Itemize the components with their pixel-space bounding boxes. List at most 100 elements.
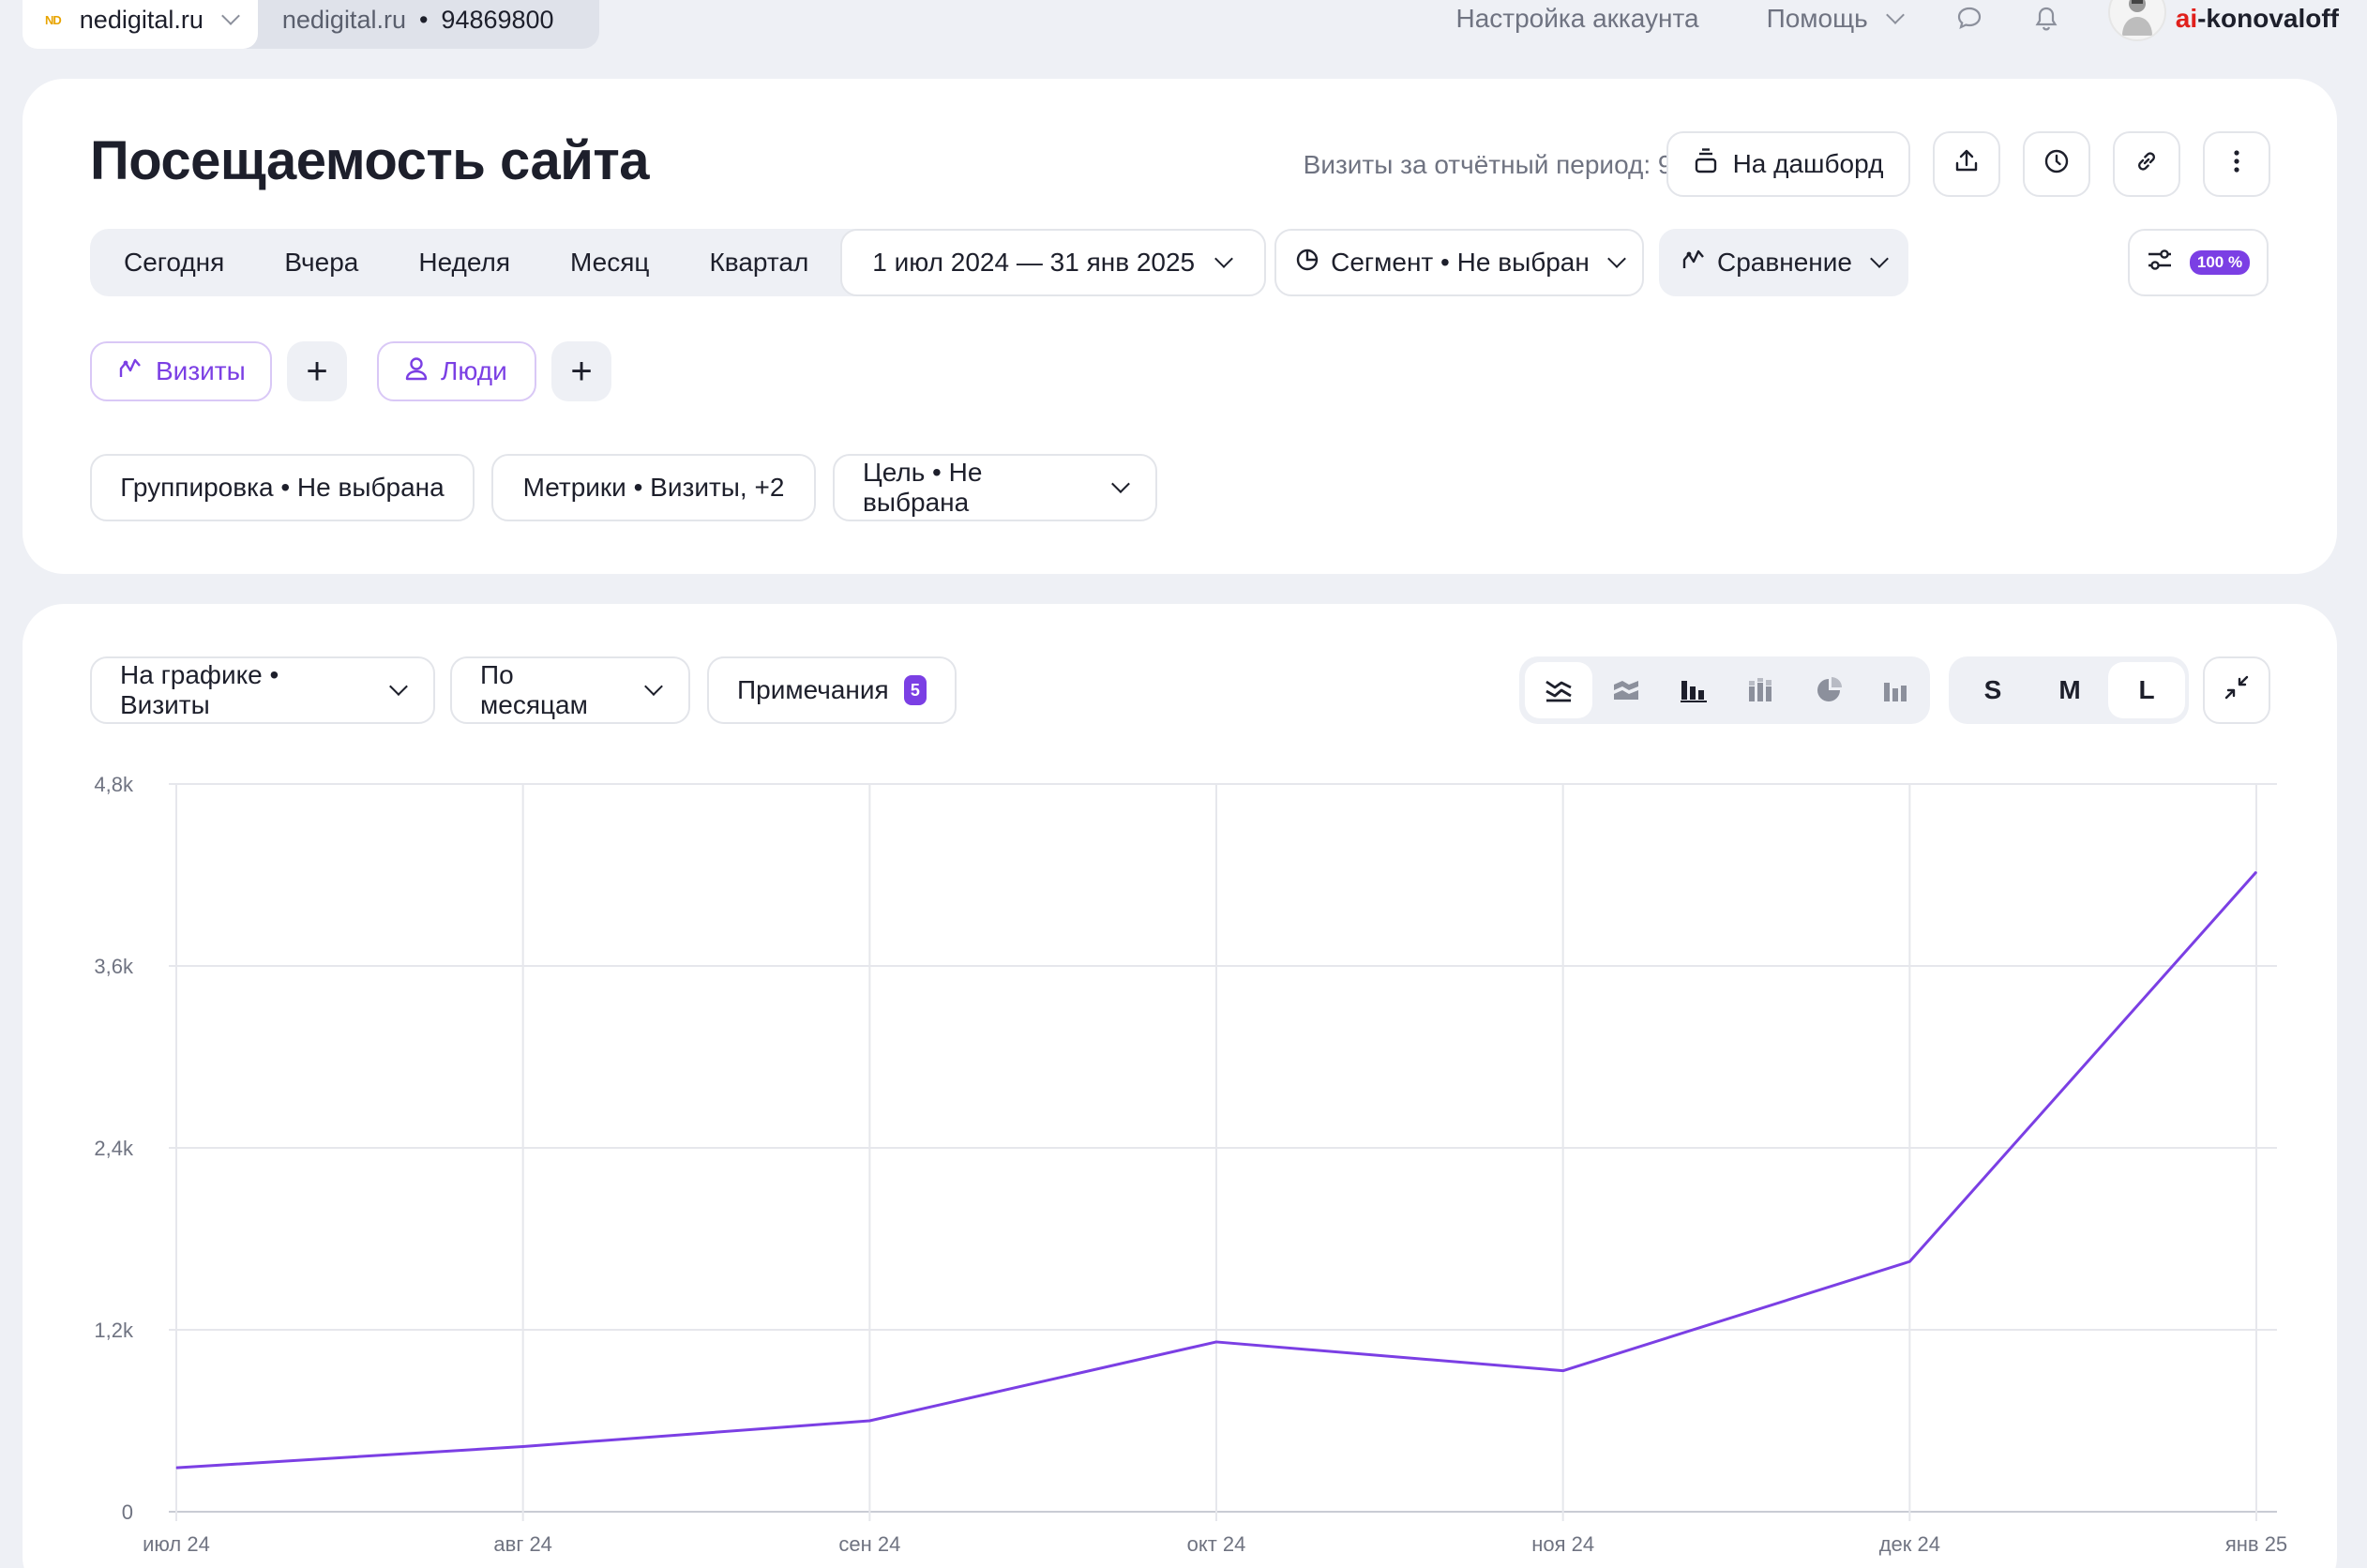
x-tick-label: янв 25 — [2225, 1532, 2287, 1556]
help-label: Помощь — [1766, 4, 1868, 33]
goal-filter-label: Цель • Не выбрана — [863, 458, 983, 517]
groupby-dropdown[interactable]: По месяцам — [450, 656, 690, 724]
x-tick-label: ноя 24 — [1531, 1532, 1594, 1556]
chart-card: На графике • Визиты По месяцам Примечани… — [23, 604, 2337, 1568]
y-tick-label: 0 — [122, 1500, 133, 1524]
person-icon — [405, 356, 428, 387]
date-range-label: 1 июл 2024 — 31 янв 2025 — [872, 248, 1196, 277]
visits-line-chart[interactable]: 0 1,2k 2,4k 3,6k 4,8k июл 24 авг 24 сен 24 окт 2… — [23, 604, 2337, 1568]
counter-selector[interactable]: nedigital.ru • 94869800 — [238, 0, 599, 49]
x-tick-label: авг 24 — [493, 1532, 552, 1556]
metrics-filter[interactable]: Метрики • Визиты, +2 — [491, 454, 816, 521]
line-chart-icon[interactable] — [1525, 662, 1592, 718]
sliders-icon — [2147, 248, 2173, 279]
compare-icon — [1681, 248, 1706, 279]
segment-button[interactable]: Сегмент • Не выбран — [1274, 229, 1644, 296]
counter-site: nedigital.ru — [281, 5, 406, 34]
copy-link-button[interactable] — [2113, 131, 2180, 197]
data-point — [1215, 1341, 1217, 1343]
chart-series-dropdown[interactable]: На графике • Визиты — [90, 656, 435, 724]
bar-chart-icon[interactable] — [1660, 662, 1727, 718]
chevron-down-icon — [1606, 249, 1626, 268]
period-month[interactable]: Месяц — [570, 248, 650, 277]
people-chip[interactable]: Люди — [377, 341, 536, 401]
period-week[interactable]: Неделя — [418, 248, 511, 277]
data-point — [1562, 1370, 1564, 1372]
chart-type-selector — [1519, 656, 1930, 724]
account-settings-link[interactable]: Настройка аккаунта — [1455, 4, 1699, 33]
clock-icon — [2043, 148, 2070, 181]
data-point — [2255, 871, 2257, 873]
add-people-segment-button[interactable]: + — [551, 341, 611, 401]
top-bar: ND nedigital.ru nedigital.ru • 94869800 … — [0, 0, 2367, 53]
size-s-button[interactable]: S — [1983, 675, 2002, 704]
collapse-button[interactable] — [2203, 656, 2270, 724]
grouping-filter[interactable]: Группировка • Не выбрана — [90, 454, 475, 521]
export-button[interactable] — [1933, 131, 2000, 197]
x-tick-label: июл 24 — [143, 1532, 210, 1556]
people-chip-label: Люди — [441, 356, 507, 385]
date-range-picker[interactable]: 1 июл 2024 — 31 янв 2025 — [840, 229, 1267, 296]
data-point — [1908, 1260, 1910, 1262]
chevron-down-icon — [1870, 249, 1889, 268]
size-l-button[interactable]: L — [2108, 662, 2185, 718]
visits-icon — [118, 356, 143, 387]
dashboard-icon — [1694, 147, 1718, 181]
x-tick-label: сен 24 — [838, 1532, 900, 1556]
top-navigation: Настройка аккаунта Помощь ai-konovaloff — [1455, 0, 2339, 41]
report-header-card: Посещаемость сайта Визиты за отчётный пе… — [23, 79, 2337, 574]
groupby-label: По месяцам — [480, 660, 588, 719]
chart-series-label: На графике • Визиты — [120, 660, 279, 719]
chevron-down-icon — [1885, 6, 1905, 24]
site-name: nedigital.ru — [79, 5, 204, 34]
sampling-button[interactable]: 100 % — [2128, 229, 2269, 296]
username-first: ai — [2175, 4, 2198, 33]
grouping-filter-label: Группировка • Не выбрана — [120, 473, 445, 502]
metrics-filter-label: Метрики • Визиты, +2 — [522, 473, 785, 502]
goal-filter[interactable]: Цель • Не выбрана — [833, 454, 1157, 521]
chevron-down-icon — [1214, 249, 1234, 268]
site-tabs: ND nedigital.ru nedigital.ru • 94869800 — [23, 0, 599, 49]
stacked-bar-icon[interactable] — [1727, 662, 1795, 718]
x-tick-label: окт 24 — [1187, 1532, 1246, 1556]
segment-label: Сегмент • Не выбран — [1331, 248, 1590, 277]
avatar[interactable] — [2107, 0, 2166, 41]
site-favicon-icon: ND — [45, 12, 62, 27]
chat-icon[interactable] — [1954, 4, 1984, 34]
data-point — [175, 1467, 177, 1469]
notes-label: Примечания — [737, 675, 889, 704]
sampling-badge: 100 % — [2189, 250, 2251, 275]
area-chart-icon[interactable] — [1592, 662, 1660, 718]
username-rest: -konovaloff — [2197, 4, 2339, 33]
segment-pie-icon — [1295, 248, 1319, 279]
help-menu[interactable]: Помощь — [1766, 4, 1905, 34]
size-m-button[interactable]: M — [2058, 675, 2081, 704]
period-selector: Сегодня Вчера Неделя Месяц Квартал 1 июл… — [90, 229, 1267, 296]
notes-button[interactable]: Примечания 5 — [707, 656, 957, 724]
more-button[interactable] — [2203, 131, 2270, 197]
visits-chip[interactable]: Визиты — [90, 341, 272, 401]
counter-separator: • — [418, 5, 429, 34]
link-icon — [2133, 148, 2160, 181]
history-button[interactable] — [2023, 131, 2090, 197]
username[interactable]: ai-konovaloff — [2176, 4, 2339, 34]
data-point — [522, 1445, 524, 1447]
period-today[interactable]: Сегодня — [124, 248, 225, 277]
period-quarter[interactable]: Квартал — [709, 248, 809, 277]
counter-id: 94869800 — [441, 5, 554, 34]
y-tick-label: 4,8k — [94, 773, 134, 796]
site-selector[interactable]: ND nedigital.ru — [23, 0, 258, 49]
comparison-button[interactable]: Сравнение — [1659, 229, 1908, 296]
dashboard-label: На дашборд — [1732, 149, 1884, 178]
y-tick-label: 3,6k — [94, 955, 134, 978]
y-tick-label: 1,2k — [94, 1319, 134, 1342]
notes-count-badge: 5 — [903, 675, 927, 705]
add-to-dashboard-button[interactable]: На дашборд — [1666, 131, 1910, 197]
column-chart-icon[interactable] — [1862, 662, 1930, 718]
pie-chart-icon[interactable] — [1795, 662, 1862, 718]
collapse-icon — [2224, 675, 2249, 706]
period-yesterday[interactable]: Вчера — [284, 248, 359, 277]
add-visits-segment-button[interactable]: + — [287, 341, 347, 401]
upload-icon — [1953, 148, 1980, 181]
bell-icon[interactable] — [2031, 4, 2061, 34]
